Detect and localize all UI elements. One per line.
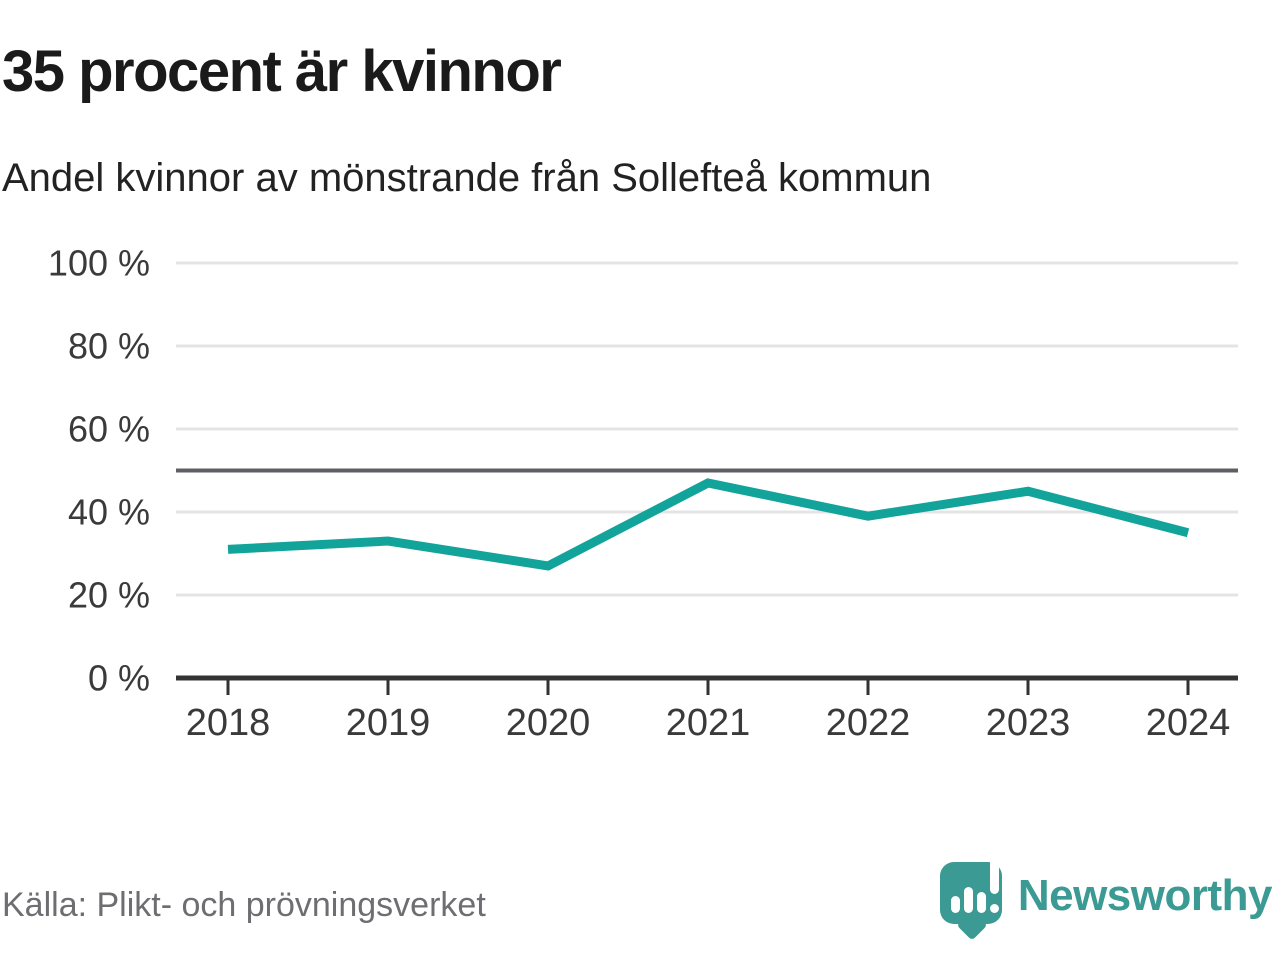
x-tick-label: 2018 bbox=[186, 702, 271, 744]
source-note: Källa: Plikt- och prövningsverket bbox=[2, 886, 486, 924]
x-tick-label: 2020 bbox=[506, 702, 591, 744]
x-tick-label: 2023 bbox=[986, 702, 1071, 744]
chart-title: 35 procent är kvinnor bbox=[2, 39, 562, 104]
y-tick-label: 0 % bbox=[88, 658, 150, 699]
newsworthy-logo: Newsworthy bbox=[939, 856, 1273, 941]
x-tick-label: 2024 bbox=[1146, 702, 1231, 744]
x-tick-label: 2022 bbox=[826, 702, 911, 744]
exclamation-mark-bar bbox=[989, 856, 999, 894]
chart-subtitle: Andel kvinnor av mönstrande från Solleft… bbox=[2, 156, 932, 200]
y-tick-label: 80 % bbox=[68, 326, 150, 367]
data-line-andel-kvinnor bbox=[227, 478, 1190, 571]
y-tick-label: 20 % bbox=[68, 575, 150, 616]
bar-chart-glyph-bar-2 bbox=[963, 887, 973, 913]
line-chart: 0 % 20 % 40 % 60 % 80 % 100 % 2018 2019 2020 2021… bbox=[48, 243, 1238, 744]
newsworthy-bubble-chart-icon bbox=[939, 856, 1004, 941]
x-tick-label: 2019 bbox=[346, 702, 431, 744]
bar-chart-glyph-bar-1 bbox=[950, 896, 960, 913]
bar-chart-glyph-bar-3 bbox=[976, 892, 986, 913]
brand-name: Newsworthy bbox=[1017, 871, 1273, 920]
y-tick-label: 40 % bbox=[68, 492, 150, 533]
y-tick-label: 100 % bbox=[48, 243, 150, 284]
exclamation-mark-dot bbox=[989, 904, 999, 913]
y-tick-label: 60 % bbox=[68, 409, 150, 450]
x-tick-label: 2021 bbox=[666, 702, 751, 744]
